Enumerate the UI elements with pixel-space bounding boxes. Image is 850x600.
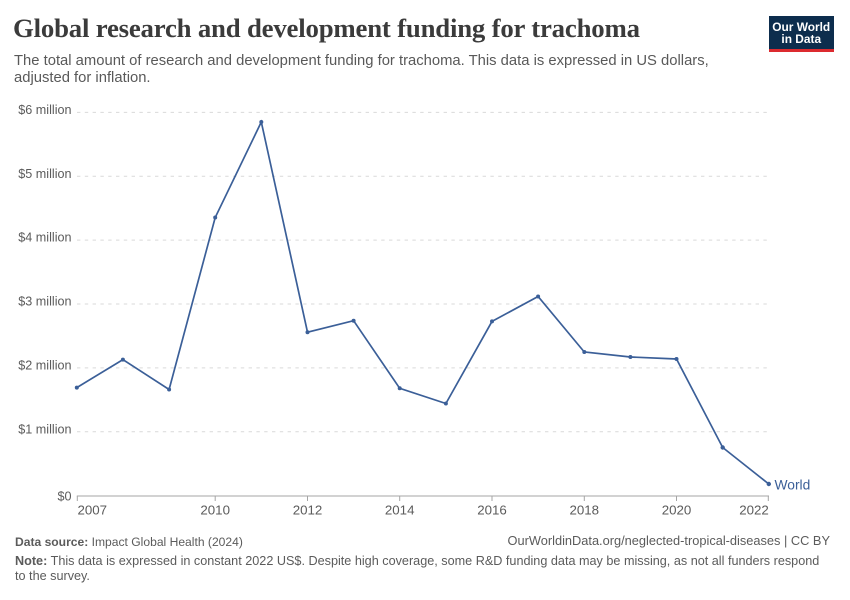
svg-text:$1 million: $1 million: [18, 422, 71, 436]
svg-text:$6 million: $6 million: [18, 103, 71, 117]
svg-text:2007: 2007: [78, 503, 108, 518]
svg-text:2012: 2012: [293, 503, 323, 518]
svg-text:$2 million: $2 million: [18, 359, 71, 373]
svg-text:$0: $0: [57, 489, 71, 503]
svg-text:$4 million: $4 million: [18, 231, 71, 245]
svg-text:2020: 2020: [662, 503, 692, 518]
svg-text:$3 million: $3 million: [18, 295, 71, 309]
svg-text:$5 million: $5 million: [18, 167, 71, 181]
svg-text:2016: 2016: [477, 503, 507, 518]
svg-text:2010: 2010: [200, 503, 230, 518]
svg-text:World: World: [775, 477, 811, 492]
svg-text:2018: 2018: [570, 503, 600, 518]
svg-text:2014: 2014: [385, 503, 415, 518]
svg-text:2022: 2022: [739, 503, 769, 518]
